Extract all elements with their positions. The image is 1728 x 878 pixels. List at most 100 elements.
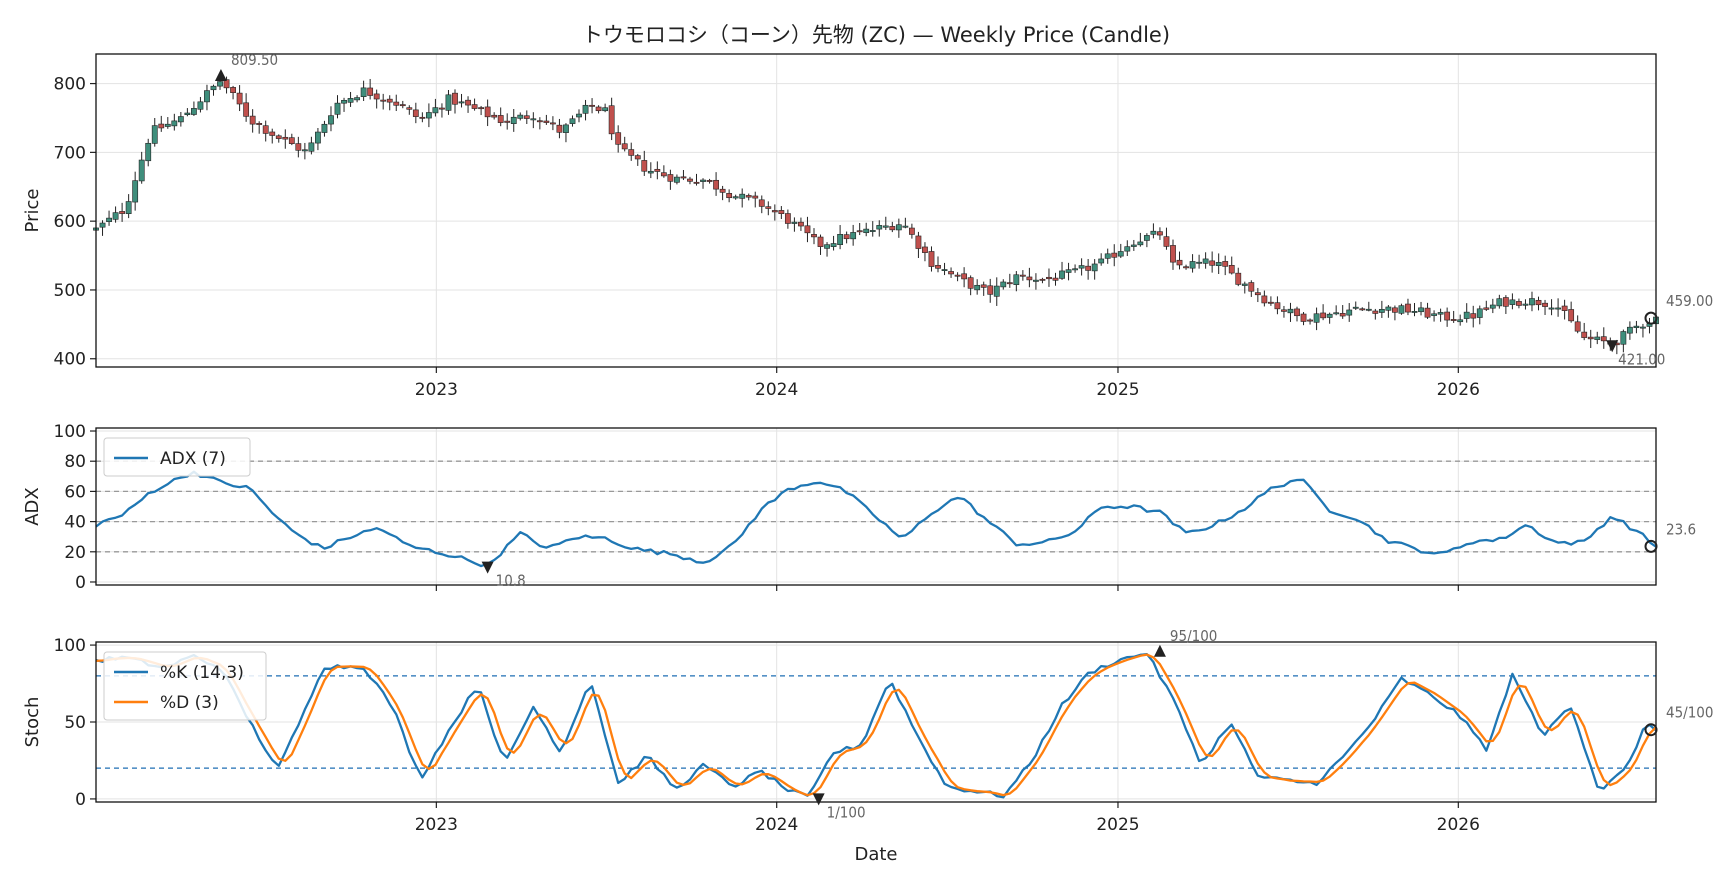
- candle-body: [270, 132, 275, 136]
- adx-ytick-label: 0: [75, 573, 86, 593]
- candle-body: [524, 116, 529, 119]
- candle-body: [1640, 327, 1645, 328]
- candle-body: [407, 108, 412, 110]
- candle-body: [1040, 279, 1045, 280]
- candle-body: [465, 100, 470, 105]
- candle-body: [1092, 264, 1097, 271]
- stoch-ytick-label: 100: [54, 636, 86, 656]
- candle-body: [975, 285, 980, 290]
- candle-body: [1438, 312, 1443, 314]
- candle-body: [296, 144, 301, 151]
- candle-body: [1366, 309, 1371, 310]
- candle-body: [191, 108, 196, 114]
- candle-body: [420, 117, 425, 118]
- price-frame: [96, 54, 1656, 367]
- price-xtick-label: 2023: [415, 380, 458, 400]
- candle-body: [694, 182, 699, 183]
- candle-body: [1059, 271, 1064, 278]
- candle-body: [616, 133, 621, 145]
- candle-body: [805, 226, 810, 233]
- adx-ytick-label: 100: [54, 422, 86, 442]
- candle-body: [563, 125, 568, 133]
- candle-body: [302, 150, 307, 151]
- candle-body: [981, 285, 986, 288]
- candle-body: [230, 87, 235, 92]
- candle-body: [1170, 245, 1175, 262]
- candle-body: [1334, 313, 1339, 314]
- stoch-ytick-label: 0: [75, 790, 86, 810]
- candle-body: [139, 160, 144, 181]
- candle-body: [1203, 259, 1208, 263]
- candle-body: [1262, 296, 1267, 303]
- candle-body: [994, 286, 999, 296]
- candle-body: [1569, 309, 1574, 320]
- candle-body: [511, 117, 516, 123]
- candle-body: [766, 207, 771, 209]
- price-annotation-label: 809.50: [231, 51, 278, 69]
- candle-body: [328, 116, 333, 124]
- candle-body: [792, 222, 797, 223]
- candle-body: [727, 193, 732, 197]
- candle-body: [1386, 307, 1391, 310]
- candle-body: [1575, 322, 1580, 331]
- candle-body: [1242, 284, 1247, 286]
- price-xtick-label: 2026: [1437, 380, 1480, 400]
- candle-body: [498, 115, 503, 122]
- candle-body: [1412, 311, 1417, 312]
- stoch-xtick-label: 2025: [1096, 815, 1139, 835]
- candle-body: [1503, 298, 1508, 307]
- candle-body: [1621, 332, 1626, 345]
- candle-body: [1627, 327, 1632, 333]
- candle-body: [1451, 319, 1456, 320]
- candle-body: [1020, 275, 1025, 276]
- candle-body: [165, 124, 170, 126]
- candle-body: [178, 117, 183, 122]
- candle-body: [798, 222, 803, 226]
- stoch-legend-label: %K (14,3): [160, 663, 244, 683]
- candle-body: [348, 98, 353, 102]
- candle-body: [1001, 282, 1006, 287]
- candle-body: [1373, 311, 1378, 313]
- candle-body: [322, 124, 327, 132]
- candle-body: [785, 214, 790, 224]
- candle-body: [955, 275, 960, 276]
- x-axis-label: Date: [854, 844, 897, 865]
- candle-body: [720, 189, 725, 192]
- candle-body: [1190, 261, 1195, 268]
- candle-body: [452, 93, 457, 104]
- candle-body: [962, 274, 967, 279]
- candle-body: [1053, 278, 1058, 280]
- candle-body: [1562, 306, 1567, 311]
- price-annotation-label: 421.00: [1618, 350, 1665, 368]
- candle-body: [485, 107, 490, 117]
- candle-body: [1353, 307, 1358, 308]
- candle-body: [204, 91, 209, 102]
- candle-body: [217, 82, 222, 87]
- candle-body: [1196, 262, 1201, 263]
- candle-body: [811, 234, 816, 237]
- candle-body: [505, 121, 510, 122]
- candle-body: [387, 99, 392, 102]
- stoch-annotation-label: 1/100: [827, 803, 866, 821]
- candle-body: [1418, 308, 1423, 312]
- candle-body: [335, 103, 340, 114]
- candle-body: [1477, 309, 1482, 318]
- candle-body: [172, 121, 177, 126]
- candle-body: [1601, 337, 1606, 341]
- adx-frame: [96, 428, 1656, 585]
- candle-body: [818, 237, 823, 247]
- candle-body: [948, 271, 953, 274]
- candle-body: [544, 121, 549, 123]
- candle-body: [518, 115, 523, 118]
- chart-title: トウモロコシ（コーン）先物 (ZC) — Weekly Price (Candl…: [582, 23, 1170, 47]
- candle-body: [1210, 261, 1215, 265]
- adx-ytick-label: 80: [64, 452, 86, 472]
- candle-body: [315, 132, 320, 143]
- candle-body: [642, 160, 647, 171]
- adx-annotation-marker: [482, 562, 494, 574]
- candle-body: [1536, 300, 1541, 304]
- candle-body: [492, 115, 497, 117]
- price-annotation-marker: [215, 69, 227, 81]
- candle-body: [341, 100, 346, 103]
- adx-ytick-label: 20: [64, 543, 86, 563]
